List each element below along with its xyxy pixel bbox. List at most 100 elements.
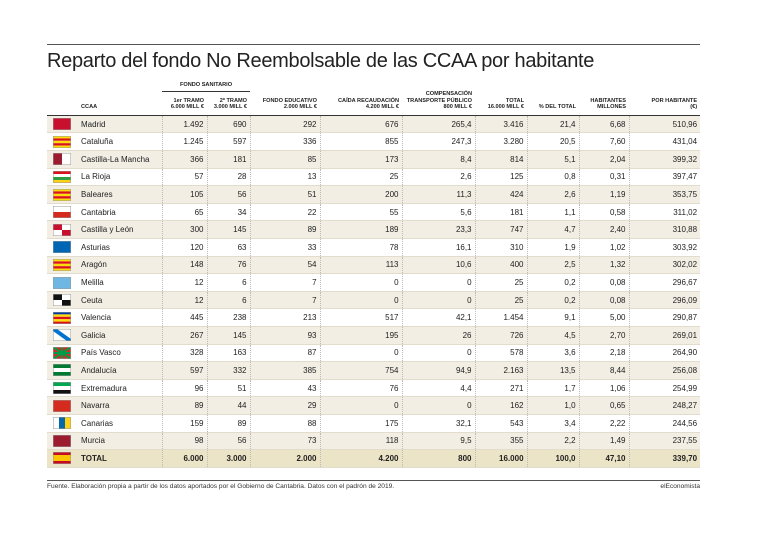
flag-icon (53, 118, 71, 131)
value-cell: 4,5 (526, 326, 580, 345)
value-cell: 32,1 (401, 414, 476, 433)
flag-cell (47, 308, 77, 327)
value-cell: 302,02 (628, 256, 701, 275)
flag-cell (47, 449, 77, 468)
table-row: Ceuta 12 6 7 0 0 25 0,2 0,08 296,09 (47, 291, 701, 310)
table-row: Extremadura 96 51 43 76 4,4 271 1,7 1,06 254,99 (47, 379, 701, 398)
header-line: TOTAL (505, 97, 525, 104)
value-cell: 181 (474, 203, 528, 222)
flag-cell (47, 273, 77, 292)
value-cell: 267 (161, 326, 207, 345)
flag-icon (53, 258, 71, 271)
region-name: Extremadura (77, 379, 162, 398)
region-name: Baleares (77, 185, 162, 204)
value-cell: 13,5 (526, 361, 580, 380)
value-cell: 34 (206, 203, 251, 222)
table-row: Melilla 12 6 7 0 0 25 0,2 0,08 296,67 (47, 273, 701, 292)
table-row: Madrid 1.492 690 292 676 265,4 3.416 21,4 6,68 51… (47, 115, 701, 134)
value-cell: 11,3 (401, 185, 476, 204)
value-cell: 7 (249, 291, 321, 310)
table-row: La Rioja 57 28 13 25 2,6 125 0,8 0,31 397,47 (47, 168, 701, 187)
table-row: Navarra 89 44 29 0 0 162 1,0 0,65 248,27 (47, 396, 701, 415)
value-cell: 63 (206, 238, 251, 257)
flag-cell (47, 256, 77, 275)
flag-icon (53, 452, 71, 465)
value-cell: 0 (319, 396, 403, 415)
bottom-rule (47, 480, 700, 481)
flag-icon (53, 294, 71, 307)
value-cell: 303,92 (628, 238, 701, 257)
value-cell: 355 (474, 432, 528, 451)
value-cell: 800 (401, 449, 476, 468)
value-cell: 3,6 (526, 344, 580, 363)
value-cell: 0 (401, 273, 476, 292)
value-cell: 300 (161, 220, 207, 240)
value-cell: 213 (249, 308, 321, 327)
value-cell: 25 (474, 291, 528, 310)
value-cell: 366 (161, 150, 207, 169)
value-cell: 148 (161, 256, 207, 275)
value-cell: 56 (206, 432, 251, 451)
value-cell: 13 (249, 168, 321, 187)
value-cell: 385 (249, 361, 321, 380)
value-cell: 12 (161, 291, 207, 310)
header-line: 4.200 MILL € (365, 104, 400, 111)
flag-cell (47, 185, 77, 204)
value-cell: 21,4 (526, 115, 580, 134)
flag-icon (53, 399, 71, 412)
value-cell: 597 (161, 361, 207, 380)
value-cell: 16,1 (401, 238, 476, 257)
value-cell: 3.000 (206, 449, 251, 468)
value-cell: 87 (249, 344, 321, 363)
value-cell: 1,0 (526, 396, 580, 415)
flag-cell (47, 291, 77, 310)
table-row: TOTAL 6.000 3.000 2.000 4.200 800 16.000 100,0 4… (47, 449, 701, 468)
value-cell: 400 (474, 256, 528, 275)
value-cell: 173 (319, 150, 403, 169)
value-cell: 238 (206, 308, 251, 327)
header-line: 3.000 MILL € (213, 104, 248, 111)
value-cell: 296,09 (628, 291, 701, 310)
value-cell: 94,9 (401, 361, 476, 380)
value-cell: 332 (206, 361, 251, 380)
value-cell: 8,44 (578, 361, 630, 380)
header-line: FONDO EDUCATIVO (262, 97, 318, 104)
header-line: 2.000 MILL € (283, 104, 318, 111)
region-name: Murcia (77, 432, 162, 451)
table-row: Valencia 445 238 213 517 42,1 1.454 9,1 5,00 290,… (47, 308, 701, 327)
group-header: FONDO SANITARIO (162, 80, 251, 92)
value-cell: 0,8 (526, 168, 580, 187)
value-cell: 1.492 (161, 115, 207, 134)
flag-icon (53, 135, 71, 148)
value-cell: 510,96 (628, 115, 701, 134)
value-cell: 578 (474, 344, 528, 363)
value-cell: 2.000 (249, 449, 321, 468)
value-cell: 195 (319, 326, 403, 345)
value-cell: 2,2 (526, 432, 580, 451)
value-cell: 125 (474, 168, 528, 187)
value-cell: 105 (161, 185, 207, 204)
value-cell: 0 (401, 396, 476, 415)
value-cell: 65 (161, 203, 207, 222)
header-line: POR HABITANTE (651, 97, 698, 104)
value-cell: 89 (206, 414, 251, 433)
header-line: CCAA (81, 104, 98, 111)
header-line: MILLONES (597, 104, 627, 111)
region-name: Andalucía (77, 361, 162, 380)
value-cell: 431,04 (628, 132, 701, 152)
value-cell: 189 (319, 220, 403, 240)
flag-icon (53, 382, 71, 395)
blank (250, 80, 700, 91)
value-cell: 163 (206, 344, 251, 363)
value-cell: 1,32 (578, 256, 630, 275)
table-row: Galicia 267 145 93 195 26 726 4,5 2,70 269,01 (47, 326, 701, 345)
table-row: Andalucía 597 332 385 754 94,9 2.163 13,5 8,44 25… (47, 361, 701, 380)
value-cell: 2,40 (578, 220, 630, 240)
value-cell: 20,5 (526, 132, 580, 152)
region-name: Aragón (77, 256, 162, 275)
value-cell: 0,08 (578, 273, 630, 292)
value-cell: 73 (249, 432, 321, 451)
value-cell: 1,9 (526, 238, 580, 257)
column-header: 1er TRAMO 6.000 MILL € (162, 91, 207, 116)
header-line: % DEL TOTAL (538, 104, 577, 111)
